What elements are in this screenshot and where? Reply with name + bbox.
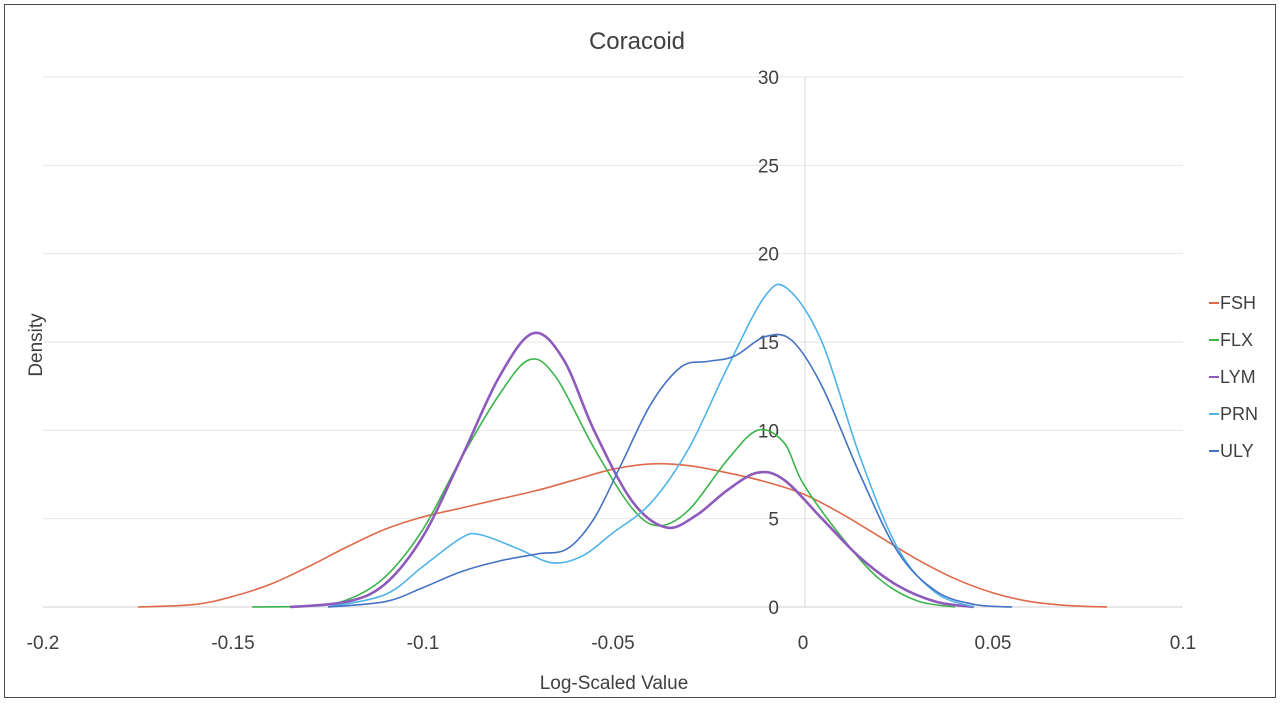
legend: FSH FLX LYM PRN ULY xyxy=(1209,293,1258,461)
density-chart: Coracoid 0 5 10 15 20 25 30 -0.2 -0.15 -0.1 -0.05… xyxy=(26,28,1258,694)
chart-title: Coracoid xyxy=(589,28,685,55)
y-tick-label: 0 xyxy=(768,598,779,619)
legend-label-prn: PRN xyxy=(1220,404,1258,424)
chart-frame: Coracoid 0 5 10 15 20 25 30 -0.2 -0.15 -0.1 -0.05… xyxy=(4,4,1276,698)
series-line-lym xyxy=(289,331,975,609)
x-tick-label: 0.1 xyxy=(1170,633,1196,654)
y-tick-labels: 0 5 10 15 20 25 30 xyxy=(758,68,779,619)
y-axis-label: Density xyxy=(26,313,47,377)
x-tick-label: 0.05 xyxy=(975,633,1012,654)
x-tick-label: -0.15 xyxy=(211,633,254,654)
legend-label-lym: LYM xyxy=(1220,367,1256,387)
y-tick-label: 5 xyxy=(768,510,779,531)
y-tick-label: 15 xyxy=(758,333,779,354)
x-tick-label: 0 xyxy=(798,633,809,654)
series-line-prn xyxy=(327,283,975,608)
gridlines xyxy=(43,76,1183,520)
y-tick-label: 30 xyxy=(758,68,779,89)
x-tick-labels: -0.2 -0.15 -0.1 -0.05 0 0.05 0.1 xyxy=(27,633,1197,654)
y-tick-label: 20 xyxy=(758,245,779,266)
x-tick-label: -0.1 xyxy=(407,633,440,654)
y-tick-label: 25 xyxy=(758,156,779,177)
series-line-uly xyxy=(327,333,1013,608)
x-axis-label: Log-Scaled Value xyxy=(540,673,689,694)
series-line-flx xyxy=(251,358,956,608)
series-lines xyxy=(137,283,1108,609)
x-tick-label: -0.05 xyxy=(591,633,634,654)
series-line-fsh xyxy=(137,462,1108,608)
x-tick-label: -0.2 xyxy=(27,633,60,654)
legend-label-fsh: FSH xyxy=(1220,293,1256,313)
legend-label-uly: ULY xyxy=(1220,441,1254,461)
y-tick-label: 10 xyxy=(758,421,779,442)
legend-label-flx: FLX xyxy=(1220,330,1253,350)
